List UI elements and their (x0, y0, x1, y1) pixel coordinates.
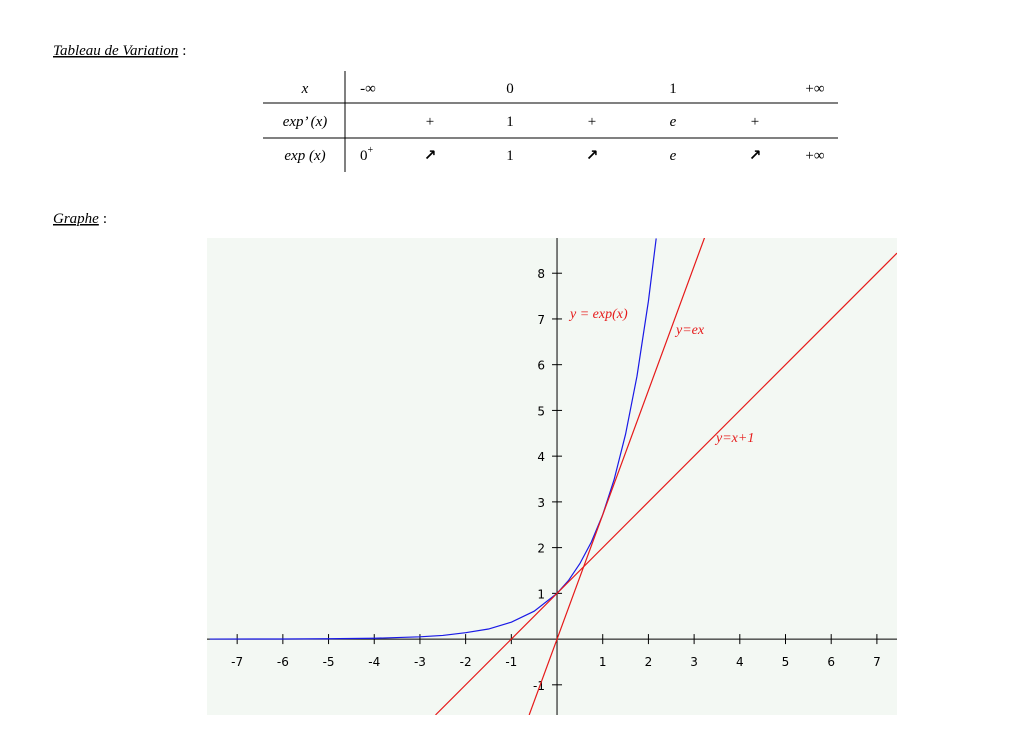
graph-background (207, 238, 897, 715)
cell-base: 0 (360, 148, 368, 164)
y-tick-label: 7 (537, 313, 545, 327)
heading-label: Tableau de Variation (53, 43, 178, 59)
table-cell: 1 (506, 114, 514, 130)
x-tick-label: 3 (690, 655, 698, 669)
graph-heading: Graphe : (53, 211, 107, 227)
y-tick-label: -1 (533, 679, 545, 693)
x-tick-label: 7 (873, 655, 881, 669)
table-cell: x (301, 81, 309, 97)
x-tick-label: 2 (645, 655, 653, 669)
table-cell: e (670, 114, 677, 130)
curve-label: y=ex (674, 323, 705, 338)
y-tick-label: 6 (537, 359, 545, 373)
table-cell: ↗ (586, 146, 599, 164)
table-cell: +∞ (805, 148, 824, 164)
x-tick-label: -2 (460, 655, 472, 669)
table-cell: e (670, 148, 677, 164)
table-cell: 0+ (360, 145, 374, 164)
graph: -7 -6 -5 -4 -3 -2 -1 1 2 3 4 5 6 7 -1 1 2 3 4 5 6 7 8 y = exp(x… (207, 238, 897, 715)
table-cell: + (426, 114, 434, 130)
curve (435, 252, 897, 715)
curves (209, 238, 897, 715)
table-cell: 0 (506, 81, 514, 97)
table-cell: + (588, 114, 596, 130)
x-tick-label: -4 (368, 655, 380, 669)
variation-heading: Tableau de Variation : (53, 43, 186, 59)
heading-suffix: : (103, 211, 107, 227)
y-tick-label: 3 (537, 496, 545, 510)
x-tick-label: 6 (827, 655, 835, 669)
table-cell: exp (x) (284, 148, 325, 164)
table-cell: +∞ (805, 81, 824, 97)
table-cell: 1 (506, 148, 514, 164)
variation-table: x -∞ 0 1 +∞exp’ (x) +1 + e +exp (x) 0+ ↗ 1 ↗ e ↗ +∞ (263, 71, 838, 172)
x-tick-label: 5 (782, 655, 790, 669)
table-cell: ↗ (424, 146, 437, 164)
y-tick-label: 2 (537, 542, 545, 556)
table-cell: + (751, 114, 759, 130)
curve (209, 238, 657, 640)
x-tick-label: 1 (599, 655, 607, 669)
y-tick-label: 1 (537, 587, 545, 601)
table-cell: ↗ (749, 146, 762, 164)
x-tick-label: -1 (505, 655, 517, 669)
table-cell: 1 (669, 81, 677, 97)
x-tick-label: -7 (231, 655, 243, 669)
x-tick-label: -3 (414, 655, 426, 669)
y-tick-label: 5 (537, 404, 545, 418)
table-cell: -∞ (360, 81, 376, 97)
x-tick-label: 4 (736, 655, 744, 669)
y-tick-label: 8 (537, 267, 545, 281)
cell-sup: + (368, 145, 374, 156)
curve-label: y = exp(x) (568, 307, 628, 322)
x-tick-label: -6 (277, 655, 289, 669)
heading-label: Graphe (53, 211, 99, 227)
heading-suffix: : (182, 43, 186, 59)
curve-label: y=x+1 (714, 431, 754, 446)
x-tick-label: -5 (323, 655, 335, 669)
table-cell: exp’ (x) (283, 114, 328, 130)
y-tick-label: 4 (537, 450, 545, 464)
curve (528, 238, 706, 715)
